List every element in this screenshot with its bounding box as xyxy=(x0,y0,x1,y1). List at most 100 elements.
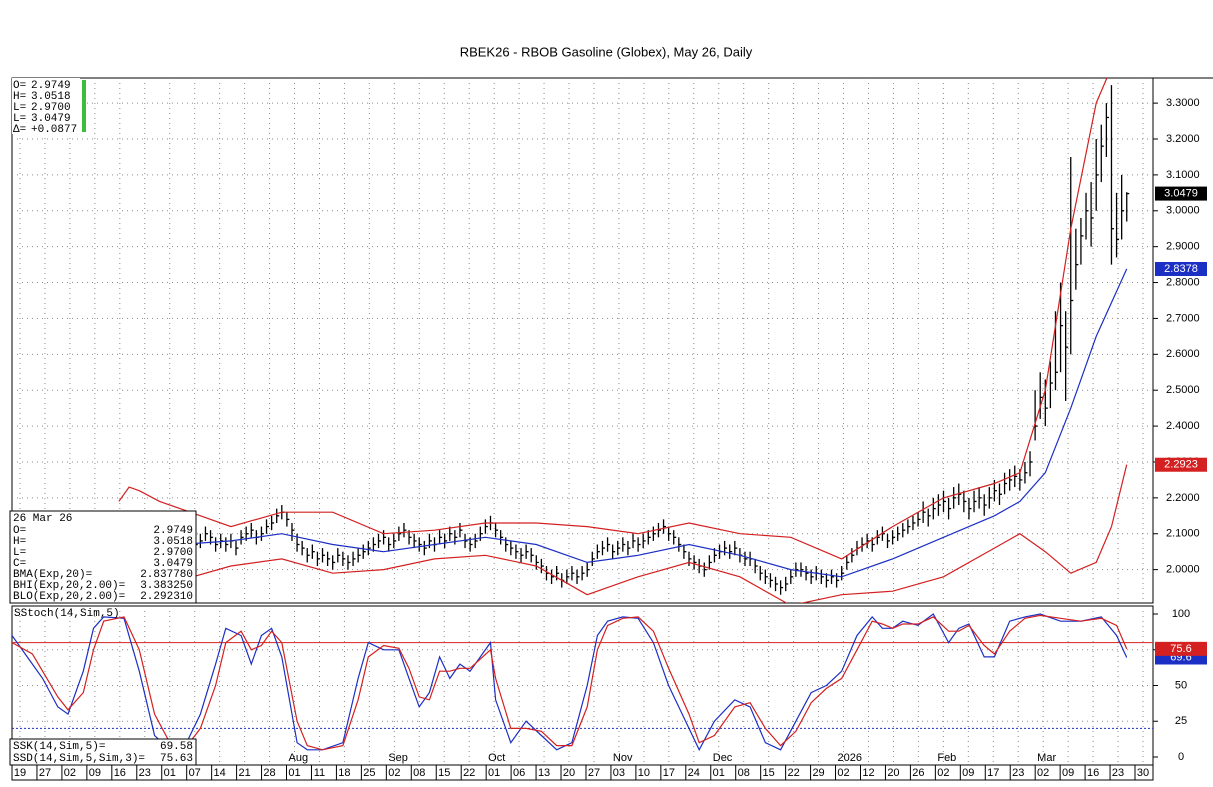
x-tick-label: 28 xyxy=(263,767,275,779)
quote-value: 2.9700 xyxy=(31,102,71,114)
legend-label: BLO(Exp,20,2.00)= xyxy=(13,591,125,603)
x-month-label: Dec xyxy=(713,752,733,764)
x-tick-label: 12 xyxy=(862,767,874,779)
x-tick-label: 15 xyxy=(438,767,450,779)
x-tick-label: 13 xyxy=(538,767,550,779)
info-label: L= xyxy=(13,547,26,559)
x-tick-label: 18 xyxy=(338,767,350,779)
x-tick-label: 26 xyxy=(912,767,924,779)
info-value: 3.0518 xyxy=(153,536,193,548)
x-tick-label: 09 xyxy=(89,767,101,779)
quote-label: L= xyxy=(13,102,26,114)
x-tick-label: 02 xyxy=(64,767,76,779)
x-tick-label: 20 xyxy=(887,767,899,779)
x-tick-label: 01 xyxy=(713,767,725,779)
last-value-label: 2.2923 xyxy=(1164,459,1198,471)
info-label: H= xyxy=(13,536,26,548)
x-tick-label: 14 xyxy=(214,767,226,779)
info-value: 2.9700 xyxy=(153,547,193,559)
y-tick-label: 2.5000 xyxy=(1166,384,1200,396)
series-line xyxy=(12,613,1128,752)
x-tick-label: 09 xyxy=(962,767,974,779)
series-line xyxy=(179,464,1128,603)
y-tick-label: 2.1000 xyxy=(1166,528,1200,540)
y-tick-label: 3.0000 xyxy=(1166,205,1200,217)
x-tick-label: 02 xyxy=(1037,767,1049,779)
y-tick-label: 2.7000 xyxy=(1166,312,1200,324)
x-month-label: Feb xyxy=(937,752,956,764)
x-month-label: Mar xyxy=(1037,752,1056,764)
x-tick-label: 25 xyxy=(363,767,375,779)
x-tick-label: 02 xyxy=(388,767,400,779)
legend-value: 75.63 xyxy=(160,753,193,765)
x-tick-label: 21 xyxy=(238,767,250,779)
x-tick-label: 22 xyxy=(463,767,475,779)
x-tick-label: 23 xyxy=(139,767,151,779)
y-tick-label: 2.4000 xyxy=(1166,420,1200,432)
quote-bar xyxy=(82,80,86,132)
x-tick-label: 27 xyxy=(588,767,600,779)
x-tick-label: 06 xyxy=(513,767,525,779)
x-month-label: Aug xyxy=(289,752,309,764)
y-tick-label: 0 xyxy=(1178,751,1184,763)
info-box xyxy=(9,510,197,604)
y-tick-label: 3.2000 xyxy=(1166,133,1200,145)
x-tick-label: 19 xyxy=(14,767,26,779)
x-tick-label: 01 xyxy=(288,767,300,779)
quote-value: 3.0518 xyxy=(31,91,71,103)
x-tick-label: 22 xyxy=(787,767,799,779)
last-value-box xyxy=(1155,457,1207,472)
x-tick-label: 17 xyxy=(663,767,675,779)
last-value-label: 2.8378 xyxy=(1164,263,1198,275)
quote-value: 2.9749 xyxy=(31,80,71,92)
y-tick-label: 2.6000 xyxy=(1166,348,1200,360)
legend-value: 3.383250 xyxy=(140,580,193,592)
y-tick-label: 50 xyxy=(1175,679,1187,691)
series-line xyxy=(179,268,1128,578)
info-value: 3.0479 xyxy=(153,558,193,570)
legend-label: BHI(Exp,20,2.00)= xyxy=(13,580,125,592)
y-tick-label: 25 xyxy=(1175,715,1187,727)
quote-label: Δ= xyxy=(13,124,26,136)
x-tick-label: 01 xyxy=(488,767,500,779)
legend-value: 2.837780 xyxy=(140,569,193,581)
stoch-title: SStoch(14,Sim,5) xyxy=(14,608,120,620)
legend-value: 2.292310 xyxy=(140,591,193,603)
date-axis xyxy=(11,764,1154,781)
x-tick-label: 08 xyxy=(738,767,750,779)
x-month-label: Nov xyxy=(613,752,633,764)
x-tick-label: 08 xyxy=(413,767,425,779)
quote-label: H= xyxy=(13,91,26,103)
info-label: O= xyxy=(13,525,26,537)
x-tick-label: 02 xyxy=(937,767,949,779)
x-tick-label: 20 xyxy=(563,767,575,779)
y-tick-label: 100 xyxy=(1172,608,1190,620)
x-tick-label: 10 xyxy=(638,767,650,779)
x-tick-label: 07 xyxy=(189,767,201,779)
legend-value: 69.58 xyxy=(160,741,193,753)
x-month-label: Oct xyxy=(488,752,505,764)
last-value-box xyxy=(1155,186,1207,201)
x-tick-label: 23 xyxy=(1112,767,1124,779)
y-tick-label: 3.3000 xyxy=(1166,97,1200,109)
info-value: 2.9749 xyxy=(153,525,193,537)
last-value-label: 3.0479 xyxy=(1164,187,1198,199)
last-value-box xyxy=(1155,261,1207,276)
x-tick-label: 23 xyxy=(1012,767,1024,779)
x-tick-label: 24 xyxy=(688,767,700,779)
x-tick-label: 30 xyxy=(1137,767,1149,779)
series-line xyxy=(12,614,1128,751)
x-tick-label: 15 xyxy=(763,767,775,779)
x-tick-label: 09 xyxy=(1062,767,1074,779)
x-tick-label: 16 xyxy=(1087,767,1099,779)
x-tick-label: 29 xyxy=(812,767,824,779)
chart-title: RBEK26 - RBOB Gasoline (Globex), May 26,… xyxy=(460,44,753,59)
price-plot xyxy=(118,78,1130,603)
x-tick-label: 16 xyxy=(114,767,126,779)
quote-label: L= xyxy=(13,113,26,125)
info-date: 26 Mar 26 xyxy=(13,513,72,525)
x-tick-label: 27 xyxy=(39,767,51,779)
x-tick-label: 11 xyxy=(314,767,325,779)
y-tick-label: 2.8000 xyxy=(1166,276,1200,288)
